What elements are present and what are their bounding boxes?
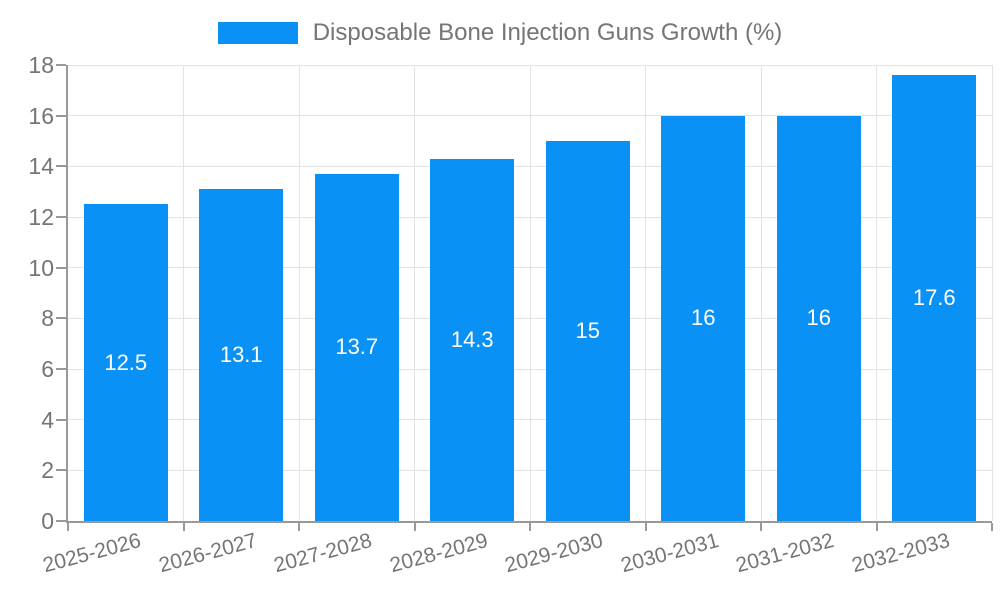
y-tick-label: 18 <box>28 52 54 78</box>
y-axis-tick <box>56 114 66 117</box>
v-gridline <box>991 65 993 521</box>
plot-area: 0 2 4 6 8 10 12 14 16 18 12.5 2025-2026 13.1 2026-202… <box>28 52 993 577</box>
x-axis-tick <box>760 523 762 531</box>
x-tick-label: 2027-2028 <box>271 529 375 578</box>
x-axis-tick <box>413 523 416 531</box>
legend-swatch <box>217 22 298 44</box>
y-axis-tick <box>56 520 66 522</box>
bar-value-label: 14.3 <box>450 326 494 352</box>
v-gridline <box>760 65 762 521</box>
x-tick-label: 2029-2030 <box>502 529 606 578</box>
y-tick-label: 2 <box>41 457 54 484</box>
bar-value-label: 15 <box>575 318 600 343</box>
y-axis-tick <box>56 418 66 421</box>
bar-value-label: 13.1 <box>219 342 263 368</box>
legend-item[interactable]: Disposable Bone Injection Guns Growth (%… <box>0 19 1000 46</box>
bar: 16 <box>661 115 746 521</box>
y-axis-tick <box>56 64 66 66</box>
y-axis-tick <box>56 216 66 218</box>
bar-value-label: 13.7 <box>335 334 379 360</box>
x-axis-line <box>66 521 992 523</box>
bar-value-label: 12.5 <box>104 349 148 375</box>
v-gridline <box>645 65 646 521</box>
y-tick-label: 14 <box>28 153 54 180</box>
bar: 12.5 <box>83 204 168 521</box>
v-gridline <box>298 65 300 521</box>
legend-label: Disposable Bone Injection Guns Growth (%… <box>312 19 783 46</box>
bar-value-label: 17.6 <box>912 285 956 311</box>
y-axis-tick <box>56 266 66 269</box>
y-axis-tick <box>56 317 66 320</box>
y-axis-tick <box>56 469 66 472</box>
v-gridline <box>183 65 184 521</box>
x-axis-tick <box>182 523 185 531</box>
v-gridline <box>529 65 531 521</box>
v-gridline <box>876 65 877 521</box>
x-tick-label: 2025-2026 <box>40 529 144 578</box>
x-tick-label: 2026-2027 <box>156 529 260 578</box>
v-gridline <box>414 65 415 521</box>
y-axis-tick <box>56 368 66 370</box>
bar: 13.7 <box>314 173 399 521</box>
x-axis-tick <box>991 523 993 531</box>
y-tick-label: 4 <box>41 406 54 433</box>
bar-value-label: 16 <box>691 305 716 331</box>
x-tick-label: 2032-2033 <box>849 529 953 578</box>
x-axis-tick <box>67 523 69 531</box>
y-tick-label: 8 <box>41 305 54 332</box>
x-axis-tick <box>875 523 878 531</box>
y-tick-label: 6 <box>41 356 54 382</box>
y-axis-tick <box>56 165 66 168</box>
x-axis-tick <box>529 523 531 531</box>
bar: 17.6 <box>892 75 977 521</box>
y-tick-label: 12 <box>28 204 54 230</box>
bar: 16 <box>776 115 861 521</box>
y-tick-label: 10 <box>28 254 54 281</box>
y-axis-line <box>66 65 68 521</box>
bar: 15 <box>545 141 630 521</box>
bar: 14.3 <box>430 158 515 521</box>
bar: 13.1 <box>199 189 284 521</box>
x-axis-tick <box>298 523 300 531</box>
y-tick-label: 0 <box>41 508 54 534</box>
bar-value-label: 16 <box>806 305 831 331</box>
x-tick-label: 2031-2032 <box>733 529 837 578</box>
x-tick-label: 2028-2029 <box>387 529 491 578</box>
x-tick-label: 2030-2031 <box>618 529 722 578</box>
y-tick-label: 16 <box>28 102 54 129</box>
x-axis-tick <box>644 523 647 531</box>
